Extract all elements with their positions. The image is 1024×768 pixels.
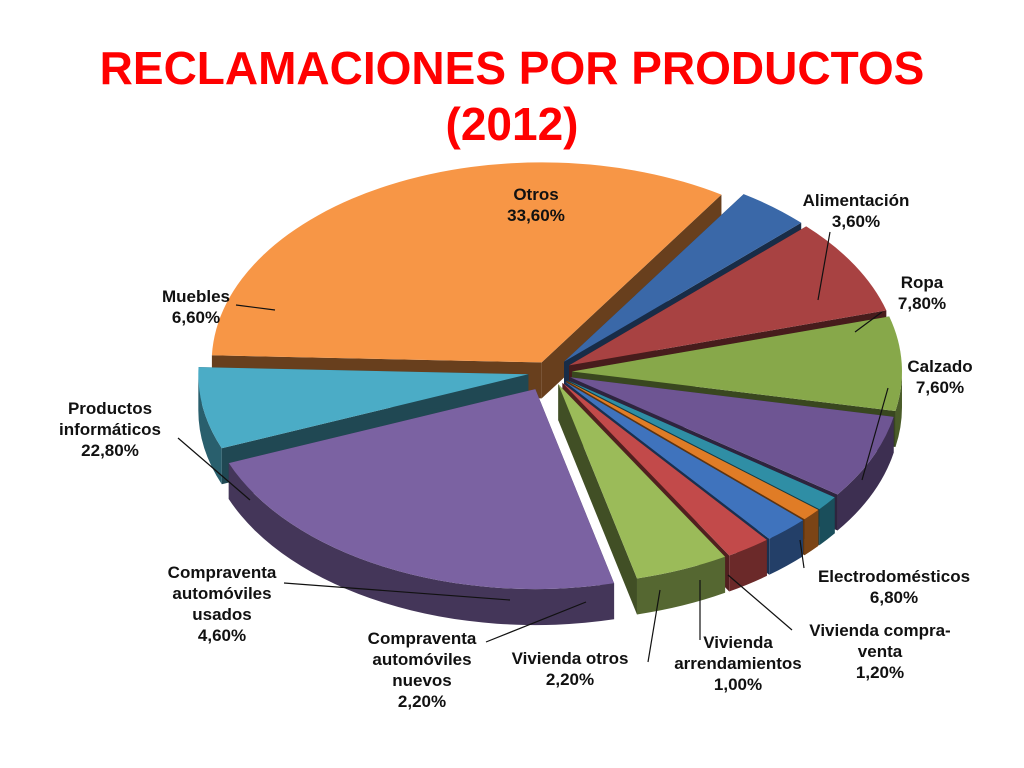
slice-label: Alimentación 3,60% [803, 191, 910, 231]
pie-slice-edge [636, 556, 726, 615]
pie-slice-edge [804, 509, 819, 556]
pie-slice-8 [558, 384, 726, 615]
slice-label: Vivienda compra-venta 1,20% [809, 621, 950, 682]
slice-value-label: 2,20% [546, 670, 594, 689]
pie-slice-edge [198, 374, 222, 485]
slice-label-text: automóviles [172, 584, 271, 603]
slice-label-text: Vivienda [703, 633, 773, 652]
leader-line [485, 601, 587, 643]
leader-line [854, 311, 883, 333]
slice-value-label: 7,60% [916, 378, 964, 397]
leader-line [647, 589, 661, 663]
chart-subtitle-text: (2012) [445, 98, 579, 150]
slice-label-text: Ropa [901, 273, 944, 292]
pie-slice-top [211, 162, 722, 363]
slice-label: Productos informáticos 22,80% [59, 399, 161, 460]
chart-title-text: RECLAMACIONES POR PRODUCTOS [99, 42, 925, 94]
pie-slice-edge [729, 539, 767, 592]
pie-slice-top [569, 226, 887, 366]
slice-value-label: 7,80% [898, 294, 946, 313]
slice-value-label: 3,60% [832, 212, 880, 231]
slice-label-text: venta [858, 642, 903, 661]
slice-label: Electrodomésticos 6,80% [818, 567, 970, 607]
pie-slice-edge [895, 371, 902, 448]
pie-slice-edge [228, 463, 615, 626]
slice-value-label: 6,60% [172, 308, 220, 327]
slice-label: Vivienda arrendamientos 1,00% [674, 633, 802, 694]
slice-value-label: 33,60% [507, 206, 565, 225]
leader-line [817, 231, 831, 301]
slice-value-label: 4,60% [198, 626, 246, 645]
pie-slice-edge [769, 520, 803, 575]
leader-line [799, 539, 805, 569]
pie-slice-edge [819, 497, 835, 546]
slice-label-text: usados [192, 605, 252, 624]
pie-slice-top [567, 380, 835, 510]
leader-line [283, 582, 511, 601]
leader-line [235, 304, 276, 311]
pie-slice-top [558, 384, 726, 579]
slice-value-label: 2,20% [398, 692, 446, 711]
slice-label: Otros 33,60% [507, 185, 565, 225]
slice-value-label: 1,00% [714, 675, 762, 694]
slice-label: Muebles 6,60% [162, 287, 230, 327]
pie-slice-top [562, 382, 767, 556]
slice-label-text: Vivienda otros [512, 649, 629, 668]
leader-line [177, 437, 251, 501]
leader-line [727, 574, 793, 631]
chart-title: RECLAMACIONES POR PRODUCTOS (2012) [0, 40, 1024, 152]
slice-label-text: arrendamientos [674, 654, 802, 673]
slice-value-label: 22,80% [81, 441, 139, 460]
pie-slice-edge [837, 416, 894, 531]
slice-label: Compraventa automóviles usados 4,60% [168, 563, 277, 645]
slice-label-text: Alimentación [803, 191, 910, 210]
leader-line [861, 387, 889, 481]
pie-slice-top [563, 194, 802, 362]
slice-label-text: Productos [68, 399, 152, 418]
pie-slice-9 [228, 389, 615, 626]
slice-label-text: Otros [513, 185, 558, 204]
slice-label: Vivienda otros 2,20% [512, 649, 629, 689]
slice-label-text: Electrodomésticos [818, 567, 970, 586]
slice-label: Ropa 7,80% [898, 273, 946, 313]
pie-slice-top [564, 381, 803, 539]
pie-slice-top [198, 367, 529, 449]
slice-label: Compraventa automóviles nuevos 2,20% [368, 629, 477, 711]
slice-label-text: automóviles [372, 650, 471, 669]
pie-slice-side [558, 384, 637, 615]
slice-label-text: informáticos [59, 420, 161, 439]
slice-value-label: 6,80% [870, 588, 918, 607]
pie-slice-top [571, 316, 902, 412]
slice-label-text: Vivienda compra- [809, 621, 950, 640]
slice-label: Calzado 7,60% [907, 357, 972, 397]
pie-slice-top [570, 377, 894, 495]
slice-label-text: Muebles [162, 287, 230, 306]
slice-label-text: Compraventa [168, 563, 277, 582]
slice-label-text: nuevos [392, 671, 452, 690]
slice-value-label: 1,20% [856, 663, 904, 682]
slice-label-text: Calzado [907, 357, 972, 376]
slice-label-text: Compraventa [368, 629, 477, 648]
pie-slice-top [566, 380, 819, 520]
pie-slice-top [228, 389, 615, 590]
